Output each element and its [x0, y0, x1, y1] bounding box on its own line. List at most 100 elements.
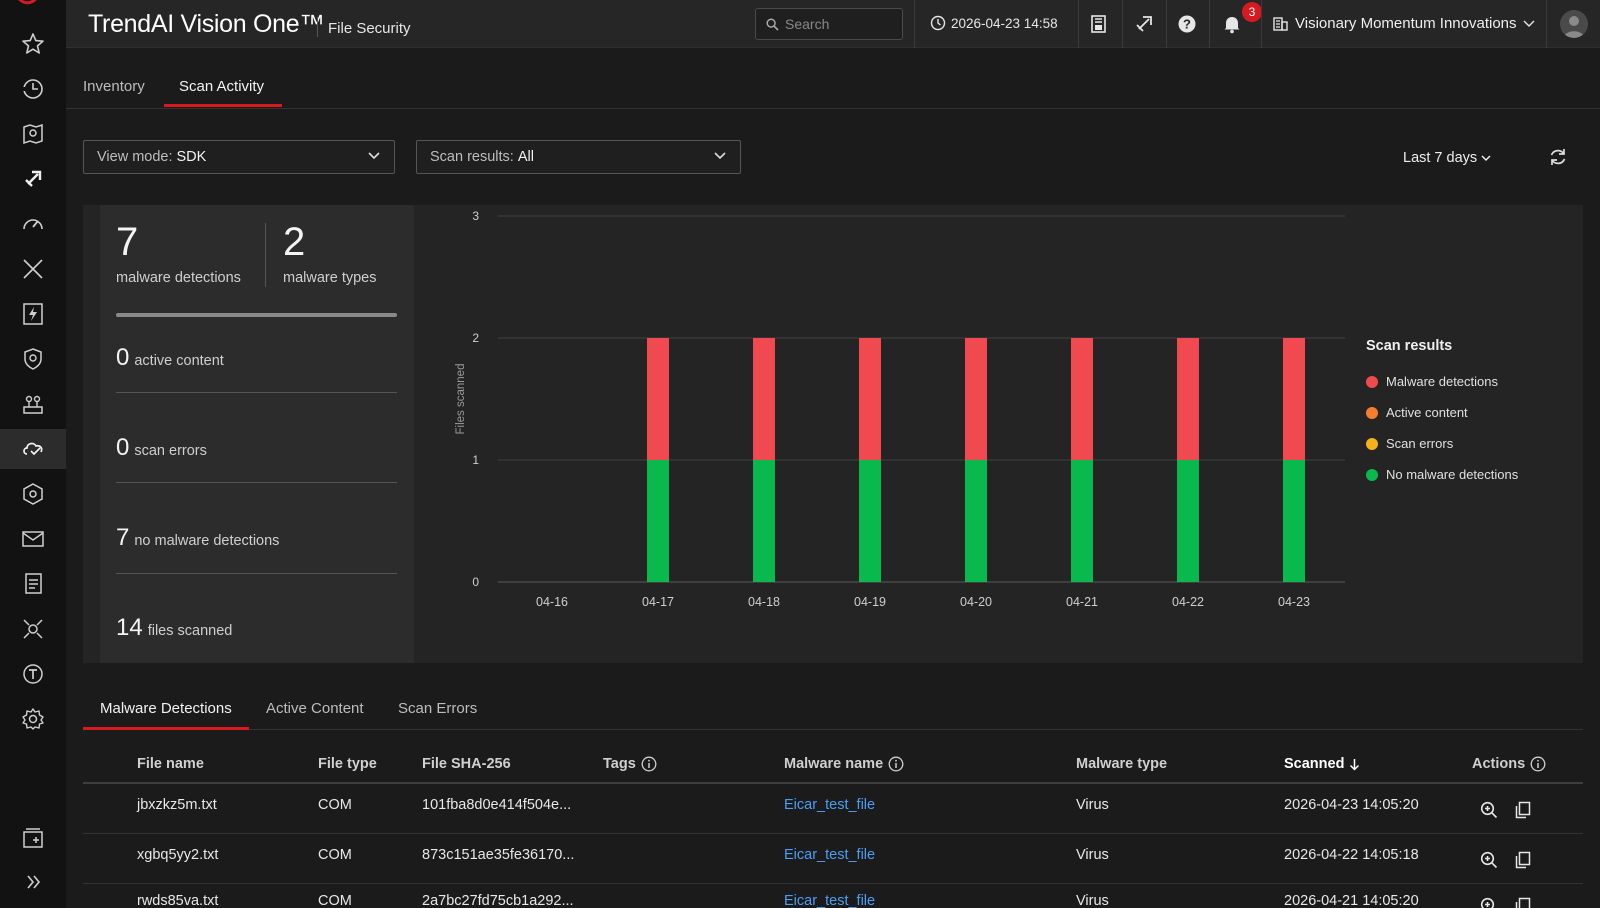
cell-malware-type: Virus [1076, 893, 1109, 908]
bar-segment [965, 338, 987, 460]
header-divider [914, 0, 915, 48]
left-nav-rail [0, 0, 66, 908]
time-range-selector[interactable]: Last 7 days [1403, 150, 1491, 166]
bar-segment [1071, 338, 1093, 460]
copy-icon[interactable] [1513, 896, 1533, 908]
malware-types-count[interactable]: 2 [283, 220, 306, 264]
t-circle-icon [23, 664, 43, 684]
rail-item-risk[interactable] [0, 339, 66, 379]
rail-item-trend-companion[interactable] [0, 654, 66, 694]
companion-button[interactable] [1132, 12, 1156, 36]
datetime-display[interactable]: 2026-04-23 14:58 [930, 15, 1058, 31]
cell-malware-name-link[interactable]: Eicar_test_file [784, 847, 876, 863]
rail-item-threat-intel[interactable] [0, 249, 66, 289]
header-divider [1122, 0, 1123, 48]
organization-selector[interactable]: Visionary Momentum Innovations [1272, 15, 1535, 32]
stat-active-content[interactable]: 0 active content [116, 344, 397, 372]
col-file-name[interactable]: File name [137, 756, 204, 772]
rail-item-history[interactable] [0, 69, 66, 109]
zoom-in-icon[interactable] [1479, 800, 1499, 820]
rail-item-email[interactable] [0, 519, 66, 559]
col-scanned-label: Scanned [1284, 756, 1345, 772]
legend-item[interactable]: Scan errors [1366, 428, 1518, 459]
header-divider [1546, 0, 1547, 48]
rail-item-expand[interactable] [0, 862, 66, 902]
col-file-name-label: File name [137, 756, 204, 772]
tab-active-content[interactable]: Active Content [266, 700, 364, 717]
legend-item[interactable]: No malware detections [1366, 459, 1518, 490]
y-tick-label: 1 [472, 453, 479, 467]
legend-title: Scan results [1366, 338, 1453, 354]
table-row: rwds85va.txt COM 2a7bc27fd75cb1a292... E… [83, 884, 1583, 908]
cell-malware-name-link[interactable]: Eicar_test_file [784, 893, 876, 908]
legend-item[interactable]: Active content [1366, 397, 1518, 428]
tab-inventory[interactable]: Inventory [83, 78, 145, 95]
help-button[interactable]: ? [1175, 12, 1199, 36]
add-dashboard-icon [23, 828, 43, 848]
malware-detections-count[interactable]: 7 [116, 220, 139, 264]
rail-item-threat-hunting[interactable] [0, 609, 66, 649]
col-file-sha[interactable]: File SHA-256 [422, 756, 511, 772]
user-avatar[interactable] [1560, 10, 1588, 38]
col-malware-name[interactable]: Malware name [784, 756, 904, 772]
col-malware-type[interactable]: Malware type [1076, 756, 1167, 772]
col-file-type[interactable]: File type [318, 756, 377, 772]
table-row: xgbq5yy2.txt COM 873c151ae35fe36170... E… [83, 834, 1583, 884]
legend-item[interactable]: Malware detections [1366, 366, 1518, 397]
user-icon [1564, 16, 1584, 38]
info-icon[interactable] [641, 756, 657, 772]
copy-icon[interactable] [1513, 850, 1533, 870]
rail-item-reports[interactable] [0, 564, 66, 604]
cell-file-type: COM [318, 893, 352, 908]
stat-scan-errors[interactable]: 0 scan errors [116, 434, 397, 462]
info-icon[interactable] [1530, 756, 1546, 772]
zoom-in-icon[interactable] [1479, 896, 1499, 908]
rail-item-response[interactable] [0, 294, 66, 334]
rail-item-dashboard[interactable] [0, 204, 66, 244]
cell-malware-name-link[interactable]: Eicar_test_file [784, 797, 876, 813]
book-icon [1091, 15, 1106, 33]
rail-item-favorites[interactable] [0, 24, 66, 64]
col-tags[interactable]: Tags [603, 756, 657, 772]
zoom-in-icon[interactable] [1479, 850, 1499, 870]
view-mode-select[interactable]: View mode: SDK [83, 140, 395, 174]
guide-button[interactable] [1087, 12, 1111, 36]
cell-file-type: COM [318, 797, 352, 813]
col-actions-label: Actions [1472, 756, 1526, 772]
search-input[interactable] [785, 16, 895, 32]
notifications-button[interactable] [1220, 12, 1244, 36]
refresh-icon[interactable] [1547, 146, 1569, 168]
tab-malware-detections[interactable]: Malware Detections [100, 700, 232, 717]
stats-separator [116, 482, 397, 483]
y-tick-label: 3 [472, 209, 479, 223]
stat-files-scanned[interactable]: 14 files scanned [116, 614, 397, 642]
time-range-label: Last 7 days [1403, 150, 1478, 166]
organization-name: Visionary Momentum Innovations [1295, 15, 1517, 32]
bell-icon [1224, 17, 1240, 34]
stat-no-malware[interactable]: 7 no malware detections [116, 524, 397, 552]
trend-logo-icon [18, 0, 37, 5]
document-icon [25, 573, 42, 594]
scan-results-select[interactable]: Scan results: All [416, 140, 741, 174]
datetime-text: 2026-04-23 14:58 [951, 15, 1058, 31]
rail-item-network[interactable] [0, 384, 66, 424]
legend-label: Malware detections [1386, 374, 1498, 389]
tab-scan-activity[interactable]: Scan Activity [179, 78, 265, 95]
legend-label: No malware detections [1386, 467, 1519, 482]
rail-item-attack-surface[interactable] [0, 114, 66, 154]
search-box[interactable] [755, 8, 903, 40]
rail-item-file-security[interactable] [0, 429, 66, 469]
rail-item-xdr[interactable] [0, 159, 66, 199]
rail-item-settings[interactable] [0, 699, 66, 739]
col-scanned[interactable]: Scanned [1284, 756, 1360, 772]
col-malware-type-label: Malware type [1076, 756, 1168, 772]
active-content-label: active content [134, 353, 224, 369]
rail-item-workload[interactable] [0, 474, 66, 514]
copy-icon[interactable] [1513, 800, 1533, 820]
cell-file-name: xgbq5yy2.txt [137, 847, 219, 863]
rail-item-add-dashboard[interactable] [0, 818, 66, 858]
tab-scan-errors[interactable]: Scan Errors [398, 700, 478, 717]
scan-errors-label: scan errors [134, 443, 207, 459]
info-icon[interactable] [888, 756, 904, 772]
